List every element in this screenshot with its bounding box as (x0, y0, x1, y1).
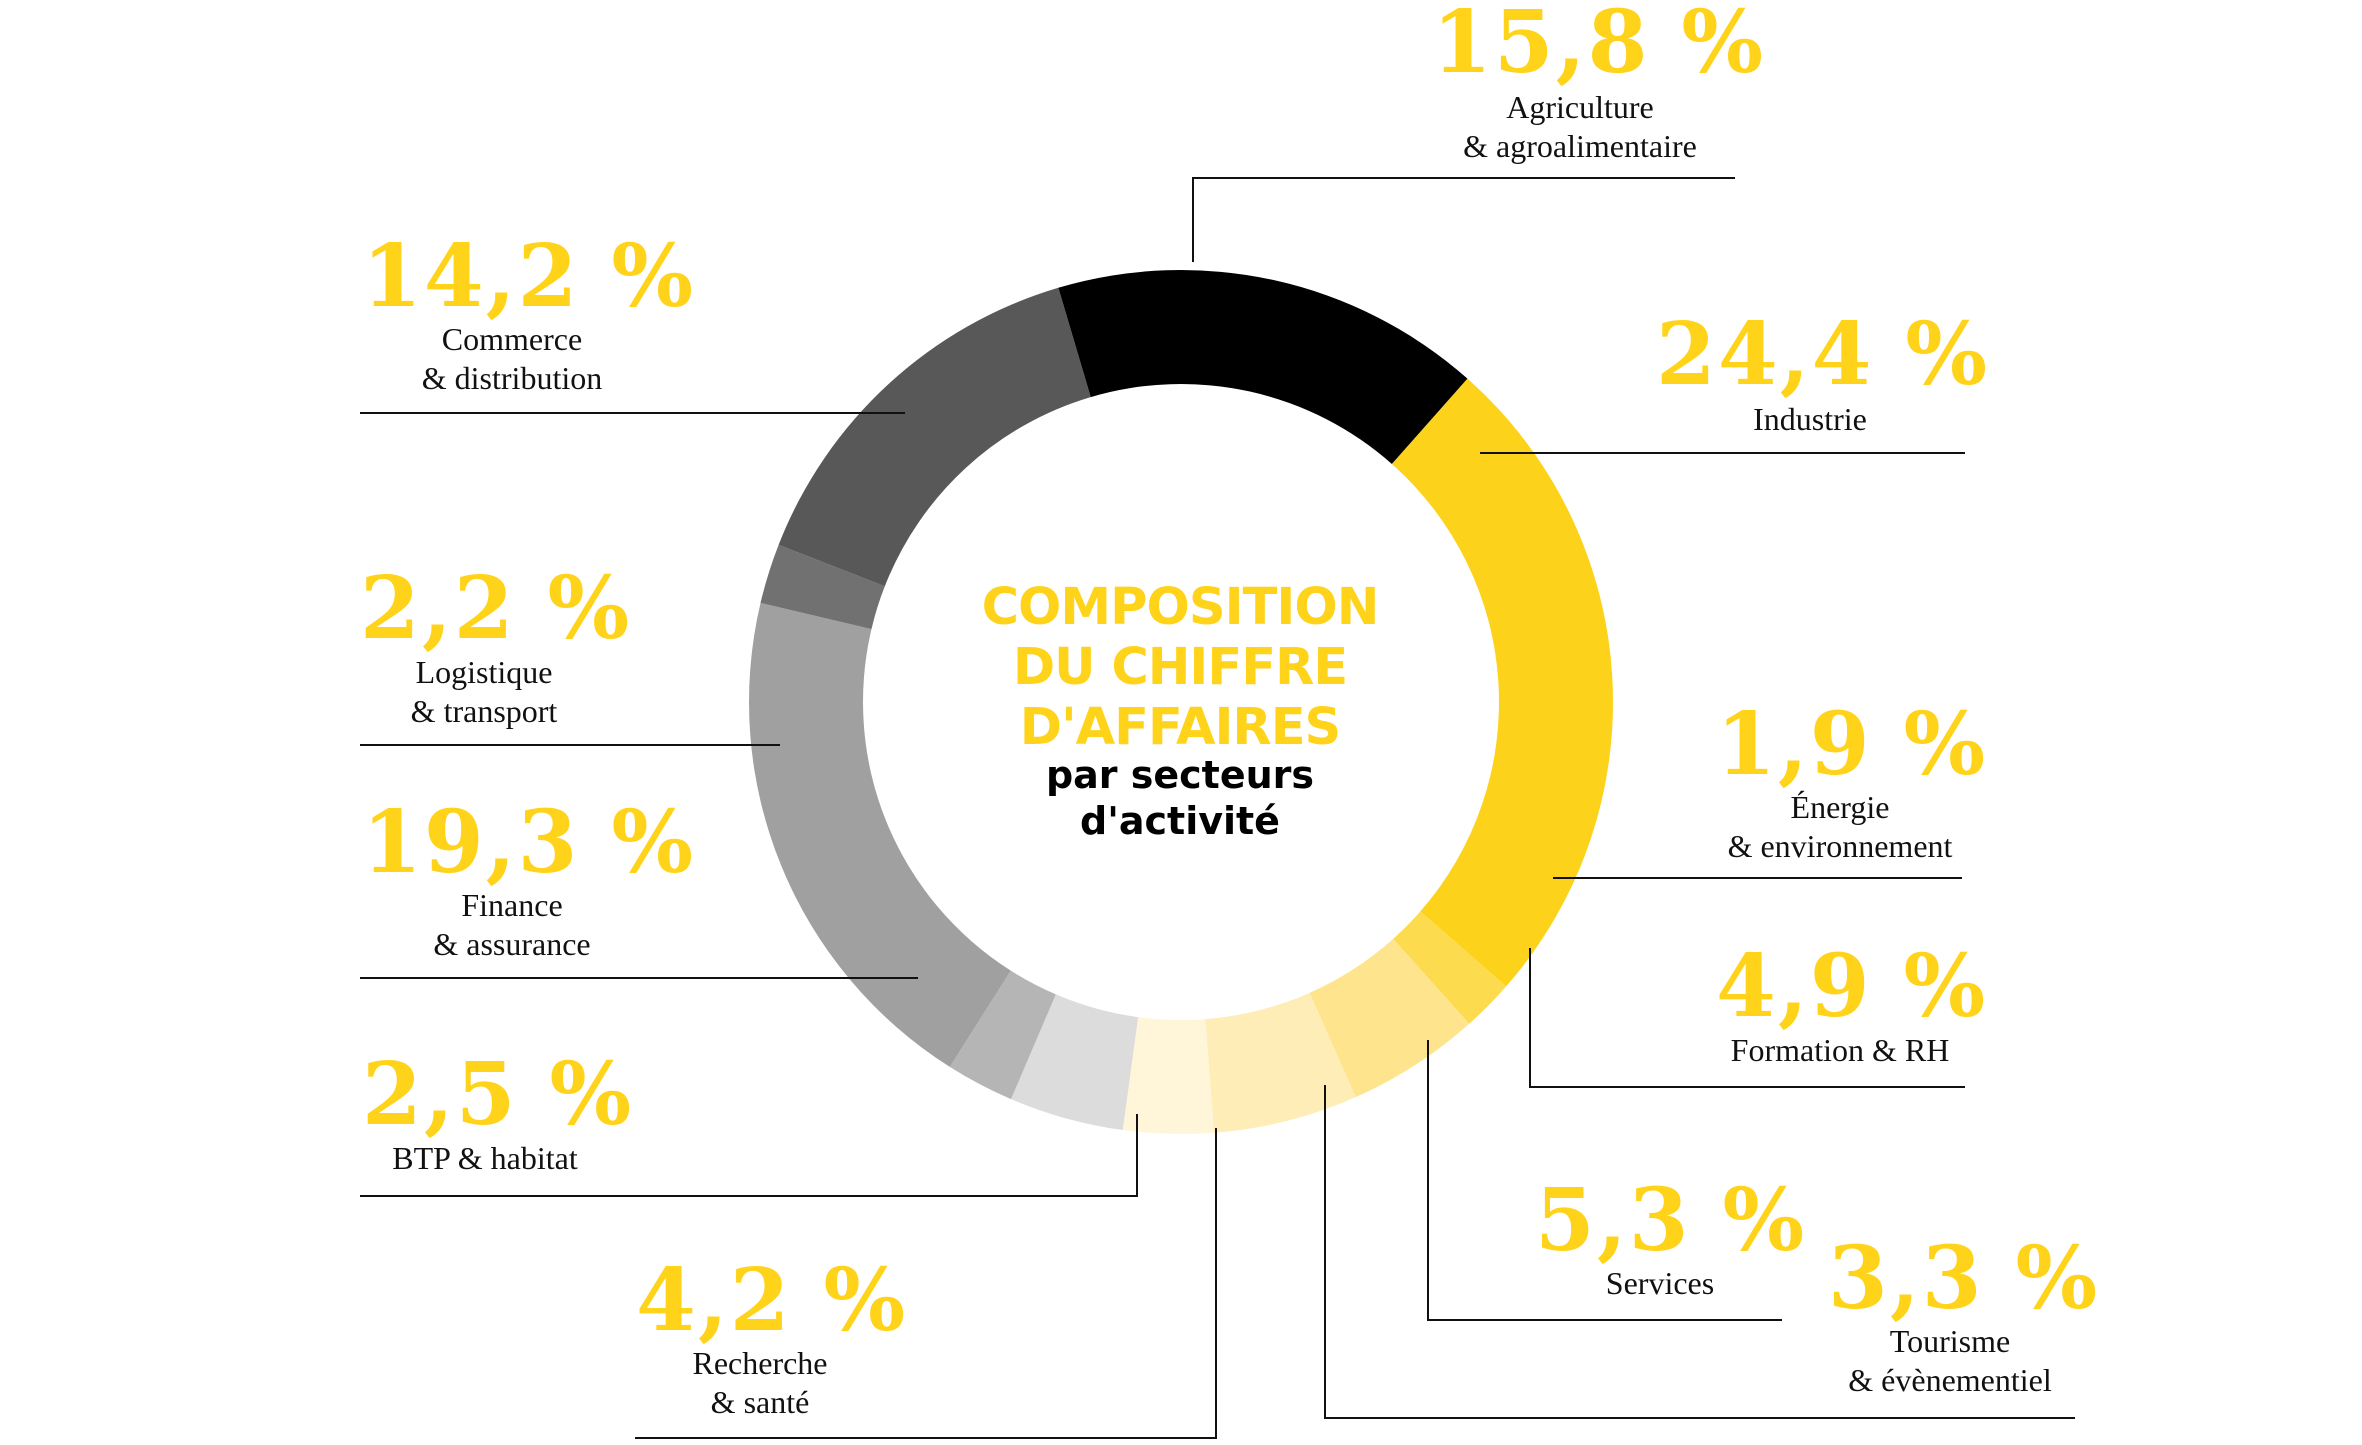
slice-label-tourisme: Tourisme & évènementiel (1800, 1322, 2100, 1400)
slice-percent-tourisme: 3,3 % (1828, 1228, 2100, 1329)
slice-label-line: & environnement (1727, 828, 1953, 864)
slice-label-commerce: Commerce & distribution (372, 320, 652, 398)
slice-percent-commerce: 14,2 % (362, 226, 696, 327)
leader-line-services (1427, 1040, 1782, 1321)
slice-percent-formation: 4,9 % (1716, 936, 1988, 1037)
slice-percent-agriculture: 15,8 % (1432, 0, 1766, 93)
slice-label-services: Services (1520, 1264, 1800, 1303)
slice-label-line: & évènementiel (1848, 1362, 2052, 1398)
donut-slice-formation (1309, 938, 1470, 1098)
donut-slice-commerce (778, 287, 1091, 587)
slice-percent-btp: 2,5 % (362, 1044, 634, 1145)
slice-label-line: Tourisme (1889, 1323, 2011, 1359)
chart-subtitle-line: d'activité (1080, 799, 1280, 843)
slice-label-line: Agriculture (1506, 89, 1654, 125)
slice-percent-energie: 1,9 % (1716, 694, 1988, 795)
slice-label-finance: Finance & assurance (372, 886, 652, 964)
donut-slice-finance (748, 602, 1011, 1067)
leader-line-formation (1529, 948, 1965, 1088)
slice-label-energie: Énergie & environnement (1690, 788, 1990, 866)
slice-label-line: & assurance (433, 926, 591, 962)
chart-subtitle-line: par secteurs (1045, 753, 1315, 797)
slice-label-btp: BTP & habitat (340, 1139, 630, 1178)
slice-label-logistique: Logistique & transport (344, 653, 624, 731)
slice-label-line: Finance (461, 887, 563, 923)
donut-slice-logistique (760, 544, 885, 630)
slice-label-line: Industrie (1753, 401, 1867, 437)
donut-slice-tourisme (1122, 1017, 1214, 1134)
slice-label-recherche: Recherche & santé (620, 1344, 900, 1422)
leader-line-tourisme (1324, 1085, 2075, 1419)
slice-label-line: Commerce (441, 321, 583, 357)
slice-label-line: BTP & habitat (392, 1140, 578, 1176)
slice-label-line: & santé (710, 1384, 810, 1420)
donut-slice-energie (1393, 911, 1507, 1024)
chart-title: COMPOSITION DU CHIFFRE D'AFFAIRES (980, 578, 1380, 758)
slice-label-line: & distribution (421, 360, 603, 396)
slice-percent-recherche: 4,2 % (636, 1250, 908, 1351)
slice-label-line: Énergie (1790, 789, 1890, 825)
leader-line-recherche (635, 1128, 1217, 1439)
chart-title-line: COMPOSITION (981, 578, 1380, 637)
slice-label-agriculture: Agriculture & agroalimentaire (1420, 88, 1740, 166)
donut-slice-industrie (1391, 378, 1613, 987)
donut-slice-agriculture (1058, 270, 1468, 464)
slice-percent-logistique: 2,2 % (360, 558, 632, 659)
leader-line-btp (360, 1114, 1138, 1197)
slice-percent-industrie: 24,4 % (1656, 304, 1990, 405)
donut-slice-services (1205, 992, 1356, 1133)
leader-line-agriculture (1192, 177, 1735, 262)
slice-label-line: Services (1605, 1265, 1715, 1301)
slice-label-line: & agroalimentaire (1463, 128, 1697, 164)
chart-title-line: D'AFFAIRES (1019, 698, 1342, 757)
slice-label-line: Logistique (415, 654, 553, 690)
chart-title-line: DU CHIFFRE (1012, 638, 1348, 697)
slice-label-industrie: Industrie (1660, 400, 1960, 439)
slice-label-line: Formation & RH (1730, 1032, 1950, 1068)
slice-label-line: & transport (410, 693, 558, 729)
slice-percent-finance: 19,3 % (362, 792, 696, 893)
slice-label-formation: Formation & RH (1690, 1031, 1990, 1070)
chart-subtitle: par secteurs d'activité (980, 752, 1380, 844)
donut-slice-btp (949, 970, 1056, 1100)
slice-label-line: Recherche (692, 1345, 828, 1381)
slice-percent-services: 5,3 % (1535, 1170, 1807, 1271)
donut-slice-recherche (1011, 994, 1139, 1131)
